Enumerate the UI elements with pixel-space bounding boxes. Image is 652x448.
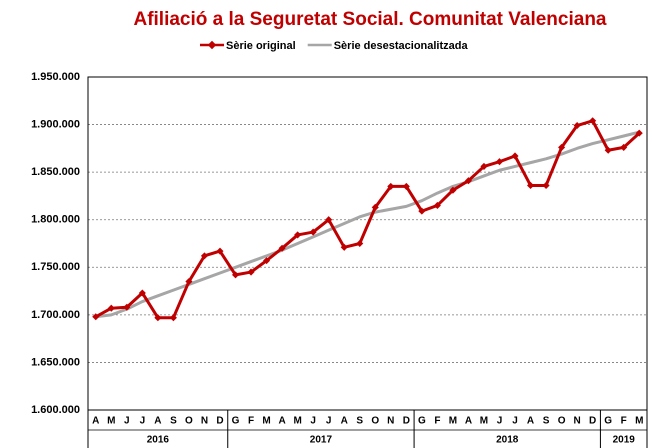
x-tick-label: J — [326, 416, 332, 427]
point-marker — [309, 228, 317, 236]
x-tick-label: J — [497, 416, 503, 427]
point-marker — [589, 117, 597, 125]
group-label: 2016 — [147, 435, 170, 446]
x-tick-label: A — [154, 416, 161, 427]
point-marker — [635, 129, 643, 137]
point-marker — [92, 313, 100, 321]
x-tick-label: D — [403, 416, 410, 427]
point-marker — [558, 143, 566, 151]
x-tick-label: S — [543, 416, 550, 427]
x-tick-label: N — [387, 416, 394, 427]
x-tick-label: M — [480, 416, 488, 427]
point-marker — [433, 201, 441, 209]
x-tick-label: A — [527, 416, 534, 427]
x-tick-label: M — [107, 416, 115, 427]
x-tick-label: O — [558, 416, 566, 427]
group-label: 2017 — [310, 435, 333, 446]
point-marker — [247, 268, 255, 276]
point-marker — [542, 181, 550, 189]
point-marker — [573, 121, 581, 130]
point-marker — [480, 162, 488, 170]
x-tick-label: O — [185, 416, 193, 427]
x-tick-label: M — [449, 416, 457, 427]
x-tick-label: F — [621, 416, 627, 427]
point-marker — [604, 146, 612, 154]
y-tick-label: 1.900.000 — [31, 118, 80, 130]
x-tick-label: G — [232, 416, 240, 427]
x-tick-label: G — [418, 416, 426, 427]
x-tick-label: D — [216, 416, 223, 427]
y-tick-label: 1.850.000 — [31, 166, 80, 178]
x-tick-label: S — [356, 416, 363, 427]
x-tick-label: F — [248, 416, 254, 427]
x-tick-label: M — [635, 416, 643, 427]
point-marker — [294, 231, 302, 239]
x-tick-label: J — [310, 416, 316, 427]
point-marker — [495, 158, 504, 166]
x-tick-label: A — [92, 416, 99, 427]
x-tick-label: A — [465, 416, 472, 427]
x-tick-label: D — [589, 416, 596, 427]
chart-title: Afiliació a la Seguretat Social. Comunit… — [133, 9, 606, 30]
x-tick-label: G — [604, 416, 612, 427]
x-tick-label: F — [434, 416, 440, 427]
x-tick-label: A — [278, 416, 285, 427]
point-marker — [107, 304, 115, 312]
point-marker — [371, 203, 379, 211]
x-tick-label: N — [201, 416, 208, 427]
point-marker — [464, 177, 472, 185]
series-line — [95, 119, 641, 320]
x-tick-label: J — [124, 416, 130, 427]
point-marker — [169, 314, 177, 322]
x-tick-label: O — [371, 416, 379, 427]
y-tick-label: 1.800.000 — [31, 214, 80, 226]
point-marker — [154, 314, 162, 322]
x-tick-label: M — [293, 416, 301, 427]
point-marker — [356, 239, 364, 248]
x-tick-label: N — [574, 416, 581, 427]
point-marker — [216, 247, 224, 255]
point-marker — [511, 152, 519, 160]
y-tick-label: 1.650.000 — [31, 356, 80, 368]
x-tick-label: J — [512, 416, 518, 427]
plot-border — [87, 76, 648, 411]
group-label: 2018 — [496, 435, 519, 446]
point-marker — [402, 182, 410, 190]
point-marker — [123, 303, 131, 311]
point-marker — [418, 207, 426, 215]
x-tick-label: A — [341, 416, 348, 427]
point-marker — [138, 289, 146, 297]
point-marker — [340, 243, 348, 251]
point-marker — [263, 257, 271, 265]
y-tick-label: 1.700.000 — [31, 309, 80, 321]
x-tick-label: S — [170, 416, 177, 427]
x-tick-label: J — [140, 416, 146, 427]
y-tick-label: 1.950.000 — [31, 71, 80, 83]
point-marker — [200, 252, 208, 260]
point-marker — [231, 271, 240, 279]
legend-label: Sèrie desestacionalitzada — [334, 40, 469, 52]
point-marker — [387, 182, 395, 190]
point-marker — [449, 186, 457, 194]
point-marker — [278, 244, 286, 252]
group-label: 2019 — [613, 435, 636, 446]
x-tick-label: M — [262, 416, 270, 427]
y-tick-label: 1.750.000 — [31, 261, 80, 273]
legend-label: Sèrie original — [226, 40, 296, 52]
point-marker — [620, 143, 628, 151]
legend-marker — [207, 40, 217, 50]
point-marker — [527, 181, 535, 189]
point-marker — [325, 216, 333, 224]
point-marker — [185, 278, 193, 286]
y-tick-label: 1.600.000 — [31, 404, 80, 416]
